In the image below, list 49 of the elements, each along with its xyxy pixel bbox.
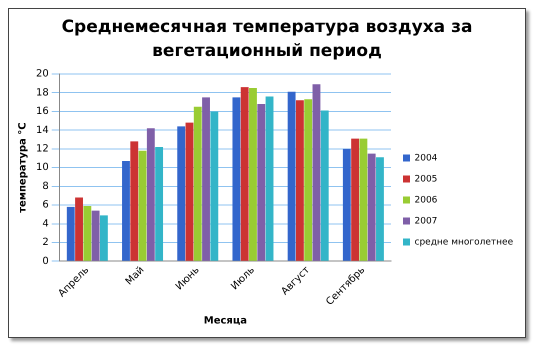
bar [122, 161, 130, 261]
bar [249, 88, 257, 261]
y-tick-label: 14 [36, 124, 49, 136]
y-tick-label: 0 [42, 256, 49, 267]
bar [138, 150, 146, 261]
y-tick-label: 20 [36, 68, 49, 80]
bar [304, 99, 312, 261]
bar [177, 126, 186, 261]
legend-label: 2007 [414, 216, 438, 226]
bar [266, 96, 274, 261]
legend-label: 2004 [414, 153, 438, 164]
y-tick-label: 10 [36, 162, 49, 174]
bar [194, 106, 202, 261]
bar [257, 104, 266, 261]
bar [130, 141, 138, 261]
chart-title: Среднемесячная температура воздуха за вегетационный период [60, 16, 474, 63]
bar [232, 97, 240, 261]
bar [83, 206, 92, 261]
y-tick-label: 8 [42, 180, 49, 192]
bar [320, 110, 329, 261]
legend-label: средне многолетнее [414, 237, 514, 248]
y-tick-label: 18 [36, 87, 49, 98]
bar [146, 128, 155, 261]
bar [202, 97, 210, 261]
bar [100, 215, 108, 261]
bar [351, 138, 360, 261]
y-axis-title: температура °С [18, 122, 29, 213]
bar [66, 206, 75, 261]
x-axis-title: Месяца [204, 316, 247, 327]
bar [376, 157, 384, 261]
bar [210, 111, 218, 261]
bar [312, 84, 320, 261]
bar [368, 154, 376, 261]
bar [155, 147, 164, 261]
bar [342, 148, 351, 261]
bar [296, 100, 304, 261]
bar [240, 87, 249, 261]
y-tick-label: 4 [42, 218, 49, 230]
y-tick-label: 12 [36, 143, 49, 154]
legend-label: 2005 [414, 174, 438, 184]
bar [186, 122, 194, 261]
bar [75, 198, 83, 261]
y-tick-label: 6 [42, 200, 49, 211]
y-tick-label: 2 [42, 237, 49, 248]
legend-label: 2006 [414, 195, 438, 206]
y-tick-label: 16 [36, 106, 49, 118]
bar [92, 210, 100, 261]
bar [288, 92, 296, 261]
bar [359, 138, 368, 261]
